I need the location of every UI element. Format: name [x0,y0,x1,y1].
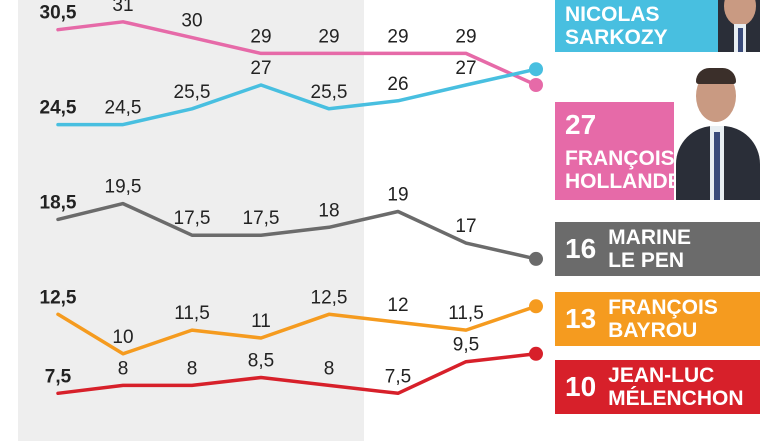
hollande-photo [674,64,760,200]
data-label: 17 [455,216,476,237]
data-label: 30,5 [40,3,77,24]
tag-hollande-name: FRANÇOIS HOLLANDE [565,147,682,193]
tag-sarkozy-name: NICOLAS SARKOZY [565,3,668,49]
tag-lepen-value: 16 [565,233,597,264]
data-label: 11 [251,311,271,332]
tag-bayrou-name: FRANÇOIS BAYROU [608,296,718,342]
shaded-period [18,0,364,441]
tag-lepen-name: MARINE LE PEN [608,226,691,272]
data-label: 18,5 [40,192,77,213]
series-end-point-4 [529,346,543,361]
data-label: 29 [387,26,408,47]
data-label: 31 [112,0,133,16]
data-label: 25,5 [174,82,211,103]
data-label: 29 [455,26,476,47]
data-label: 8 [187,358,198,379]
data-label: 12,5 [311,287,348,308]
sarkozy-photo [718,0,760,52]
series-end-point-1 [529,62,543,77]
data-label: 29 [318,26,339,47]
series-line-2 [56,201,538,261]
series-line-3 [56,304,538,356]
data-label: 10 [112,327,133,348]
data-label: 24,5 [40,98,77,119]
data-label: 19,5 [105,177,142,198]
series-line-0 [56,20,538,87]
tag-melenchon-value: 10 [565,371,597,402]
data-label: 9,5 [453,335,479,356]
data-label: 24,5 [105,98,142,119]
series-end-point-3 [529,299,543,314]
data-label: 12 [387,295,408,316]
data-label: 17,5 [174,208,211,229]
data-label: 8,5 [248,351,274,372]
data-label: 8 [118,358,129,379]
data-label: 17,5 [243,208,280,229]
data-label: 7,5 [385,366,411,387]
data-label: 11,5 [448,303,484,324]
data-label: 8 [324,358,335,379]
tag-melenchon-name: JEAN-LUC MÉLENCHON [608,364,744,410]
data-label: 26 [387,74,408,95]
series-line-1 [56,67,538,127]
data-label: 30 [181,11,202,32]
series-end-point-2 [529,251,543,266]
data-label: 29 [250,26,271,47]
tag-hollande-value: 27 [565,109,597,140]
data-label: 27 [250,58,271,79]
data-label: 11,5 [174,303,210,324]
series-end-point-0 [529,78,543,92]
data-label: 12,5 [40,287,77,308]
data-label: 18 [318,200,339,221]
series-line-4 [56,352,538,396]
data-label: 27 [455,58,476,79]
data-label: 19 [387,185,408,206]
data-label: 25,5 [311,82,348,103]
data-label: 7,5 [45,366,72,387]
tag-bayrou-value: 13 [565,303,597,334]
tag-bayrou: 13 FRANÇOIS BAYROU [555,292,760,346]
tag-lepen: 16 MARINE LE PEN [555,222,760,276]
tag-melenchon: 10 JEAN-LUC MÉLENCHON [555,360,760,414]
